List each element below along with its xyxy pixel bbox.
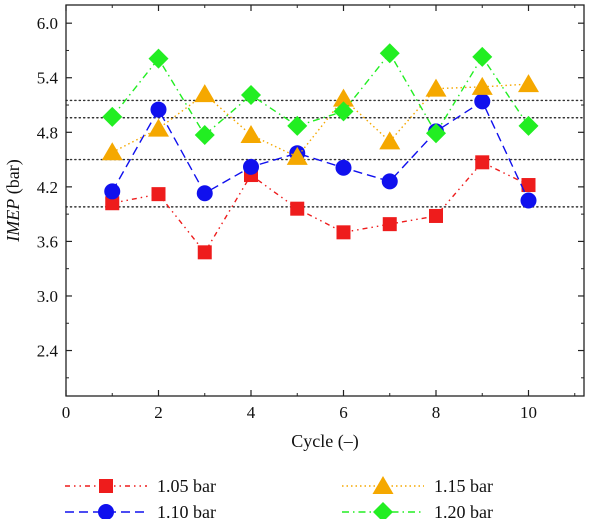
y-axis-title-quantity: IMEP xyxy=(3,199,23,243)
series-line xyxy=(112,161,529,254)
legend-label: 1.20 bar xyxy=(434,502,493,519)
series-circle xyxy=(104,93,537,209)
series-layer xyxy=(101,43,539,260)
data-point xyxy=(333,101,354,122)
y-tick-label: 2.4 xyxy=(37,342,59,361)
legend-item: 1.05 bar xyxy=(65,476,216,496)
data-point xyxy=(287,115,308,136)
data-point xyxy=(240,125,262,144)
data-point xyxy=(382,217,397,232)
data-point xyxy=(379,131,401,150)
data-point xyxy=(429,208,443,223)
data-point xyxy=(475,155,490,170)
data-point xyxy=(520,192,537,209)
data-point xyxy=(148,118,169,137)
data-point xyxy=(151,187,166,202)
series-line xyxy=(111,100,530,201)
data-point xyxy=(471,76,493,95)
data-point xyxy=(425,78,447,97)
legend-item: 1.15 bar xyxy=(342,476,493,496)
plot-frame xyxy=(65,4,585,397)
data-point xyxy=(101,142,123,161)
legend-label: 1.05 bar xyxy=(157,476,216,496)
legend-item: 1.10 bar xyxy=(65,502,216,519)
y-tick-label: 3.6 xyxy=(37,232,58,251)
data-point xyxy=(194,84,216,103)
data-point xyxy=(243,158,259,175)
data-point xyxy=(196,185,213,202)
data-point xyxy=(518,74,539,93)
legend-label: 1.15 bar xyxy=(434,476,493,496)
data-point xyxy=(290,201,305,216)
data-point xyxy=(333,88,354,107)
axis-ticks: 0 2 4 6 8 10 2.4 3.0 3.6 4.2 4.8 5.4 6.0 xyxy=(37,5,584,422)
series-triangle xyxy=(101,74,539,165)
legend-label: 1.10 bar xyxy=(157,502,216,519)
data-point xyxy=(197,245,212,260)
data-point xyxy=(194,125,215,146)
legend-item: 1.20 bar xyxy=(342,502,493,519)
y-tick-label: 4.8 xyxy=(37,123,58,142)
legend: 1.05 bar 1.10 bar 1.15 bar 1.20 bar xyxy=(65,476,493,519)
data-point xyxy=(518,115,539,136)
legend-marker xyxy=(372,476,394,494)
series-line xyxy=(111,83,529,158)
legend-marker xyxy=(373,502,393,519)
x-tick-label: 8 xyxy=(432,403,441,422)
y-axis-title: IMEP (bar) xyxy=(3,159,24,242)
y-axis-title-unit: (bar) xyxy=(3,159,24,198)
x-tick-label: 6 xyxy=(339,403,348,422)
y-tick-label: 3.0 xyxy=(37,287,58,306)
data-point xyxy=(381,173,398,190)
y-tick-label: 5.4 xyxy=(37,69,59,88)
y-tick-label: 6.0 xyxy=(37,14,58,33)
data-point xyxy=(105,196,120,211)
data-point xyxy=(241,85,261,106)
x-tick-label: 0 xyxy=(62,403,71,422)
data-point xyxy=(102,106,123,127)
data-point xyxy=(472,46,493,67)
data-point xyxy=(335,159,352,176)
data-point xyxy=(474,93,491,110)
x-tick-label: 10 xyxy=(520,403,537,422)
data-point xyxy=(104,183,121,200)
data-point xyxy=(336,225,351,240)
legend-marker xyxy=(99,479,113,493)
data-point xyxy=(426,123,446,144)
y-tick-label: 4.2 xyxy=(37,178,58,197)
legend-marker xyxy=(98,504,114,519)
x-tick-label: 4 xyxy=(247,403,256,422)
series-square xyxy=(105,155,536,260)
data-point xyxy=(148,48,169,69)
x-tick-label: 2 xyxy=(154,403,163,422)
data-point xyxy=(521,178,536,193)
series-line xyxy=(111,51,530,137)
data-point xyxy=(150,101,167,118)
data-point xyxy=(379,43,400,64)
data-point xyxy=(286,146,308,165)
x-axis-title: Cycle (–) xyxy=(291,431,358,452)
series-diamond xyxy=(102,43,539,146)
